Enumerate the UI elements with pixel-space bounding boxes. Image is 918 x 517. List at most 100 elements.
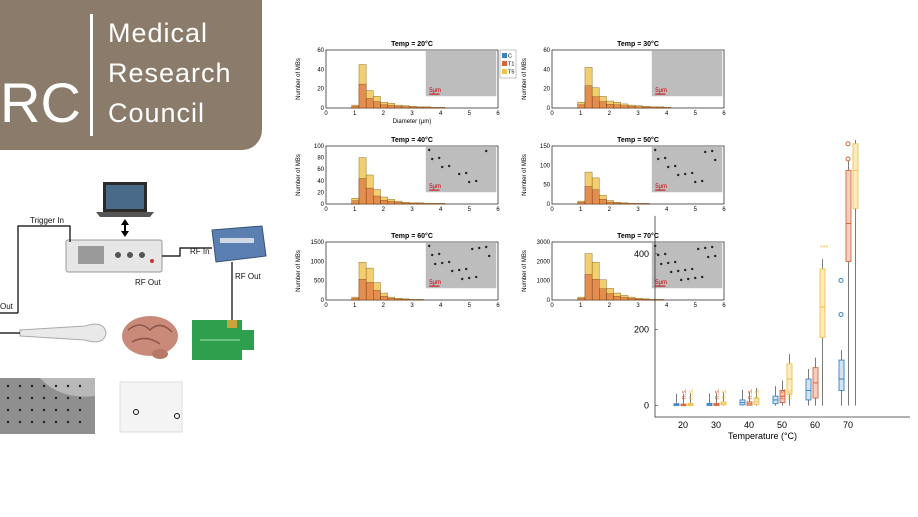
outlier-point — [838, 277, 844, 283]
logo-line-2: Research — [108, 58, 232, 88]
laptop-icon — [96, 182, 154, 217]
x-tick-label: 2 — [608, 111, 612, 117]
bubble-dot — [657, 157, 660, 161]
signal-generator-icon — [65, 239, 163, 273]
histogram-bar — [351, 106, 360, 109]
y-axis-label: Number of MBs — [522, 154, 528, 196]
histogram-bar — [387, 298, 395, 301]
logo-divider — [90, 14, 93, 136]
bubble-dot — [428, 148, 431, 152]
scale-bar-label: 5μm — [655, 88, 667, 94]
x-tick-label: 6 — [496, 303, 500, 309]
rf-in-line — [162, 247, 212, 257]
bubble-dot — [441, 261, 444, 265]
histogram-panel: Temp = 40°C 5μm 0 20 40 60 80 100 0 1 2 3 4 5 6 Number … — [296, 136, 500, 213]
bubble-dot — [707, 255, 710, 259]
significance-label: *** — [853, 140, 861, 142]
bubble-dot — [711, 149, 714, 153]
label-rf-out-1: RF Out — [135, 278, 161, 287]
microscope-grid-image — [0, 378, 95, 434]
x-tick-label: 2 — [382, 207, 386, 213]
histogram-bar — [373, 195, 381, 205]
x-tick-label: 1 — [579, 303, 583, 309]
histogram-bar — [627, 106, 636, 109]
x-tick-label: 2 — [608, 303, 612, 309]
histogram-title: Temp = 70°C — [617, 232, 659, 240]
scale-bar-label: 5μm — [429, 88, 441, 94]
bubble-dot — [660, 262, 663, 266]
histogram-bar — [365, 98, 374, 109]
bubble-dot — [461, 277, 464, 281]
histogram-bar — [351, 298, 360, 301]
bubble-dot — [458, 268, 461, 272]
y-tick-label: 0 — [547, 298, 551, 304]
y-tick-label: 1000 — [311, 259, 325, 265]
histogram-bar — [606, 104, 614, 109]
histogram-panel: Temp = 50°C 5μm 0 50 100 150 0 1 2 3 4 5 6 Number of … — [522, 136, 726, 213]
y-axis-label: Number of MBs — [522, 58, 528, 100]
legend-swatch — [502, 61, 507, 66]
significance-label: n.s. — [747, 388, 754, 399]
histogram-bar — [380, 296, 388, 301]
bubble-dot — [458, 172, 461, 176]
histogram-bar — [387, 201, 395, 205]
y-tick-label: 100 — [314, 144, 325, 150]
label-trigger-in: Trigger In — [30, 216, 64, 225]
box — [838, 359, 845, 391]
histogram-bar — [599, 101, 607, 109]
significance-label: n.s. — [681, 388, 688, 399]
outlier-point — [845, 141, 851, 147]
y-tick-label: 60 — [317, 167, 324, 173]
legend-label: T1 — [508, 62, 514, 68]
x-tick-label: 1 — [579, 111, 583, 117]
y-axis-label: Number of MBs — [296, 154, 302, 196]
link-arrow-icon — [121, 219, 129, 237]
y-tick-label: 40 — [543, 67, 550, 73]
bubble-dot — [694, 180, 697, 184]
bubble-dot — [691, 171, 694, 175]
histogram-bar — [401, 106, 410, 109]
bubble-dot — [670, 270, 673, 274]
significance-label: n.s. — [754, 388, 761, 399]
histogram-bar — [584, 186, 593, 205]
histogram-bar — [584, 274, 593, 301]
y-axis-label: Number of MBs — [522, 250, 528, 292]
x-tick-label: 5 — [468, 207, 472, 213]
histogram-bar — [408, 203, 417, 205]
bubble-dot — [714, 254, 717, 258]
x-tick-label: 20 — [678, 420, 688, 430]
brain-icon — [122, 316, 178, 359]
x-tick-label: 3 — [636, 111, 640, 117]
scale-bar-label: 5μm — [429, 184, 441, 190]
histogram-bar — [599, 288, 607, 301]
histogram-bar — [649, 107, 657, 109]
y-tick-label: 40 — [317, 67, 324, 73]
bubble-dot — [471, 247, 474, 251]
bubble-dot — [677, 269, 680, 273]
bubble-dot — [684, 172, 687, 176]
y-tick-label: 2000 — [537, 259, 551, 265]
histogram-bar — [634, 106, 643, 109]
y-tick-label: 0 — [644, 401, 649, 411]
x-tick-label: 0 — [324, 207, 328, 213]
bubble-dot — [664, 156, 667, 160]
bubble-dot — [711, 245, 714, 249]
x-tick-label: 5 — [694, 207, 698, 213]
bubble-dot — [674, 164, 677, 168]
histogram-bar — [416, 203, 424, 205]
histogram-bar — [591, 189, 600, 205]
y-tick-label: 1500 — [311, 240, 325, 246]
histogram-bar — [620, 105, 629, 109]
histogram-bar — [365, 282, 374, 301]
x-tick-label: 1 — [353, 303, 357, 309]
bubble-dot — [431, 157, 434, 161]
micrograph-inset — [425, 243, 497, 289]
bubble-dot — [438, 156, 441, 160]
micrograph-inset — [425, 51, 497, 97]
x-axis-label: Temperature (°C) — [728, 431, 797, 441]
bubble-dot — [475, 275, 478, 279]
x-tick-label: 4 — [439, 111, 443, 117]
x-tick-label: 0 — [324, 111, 328, 117]
x-tick-label: 50 — [777, 420, 787, 430]
